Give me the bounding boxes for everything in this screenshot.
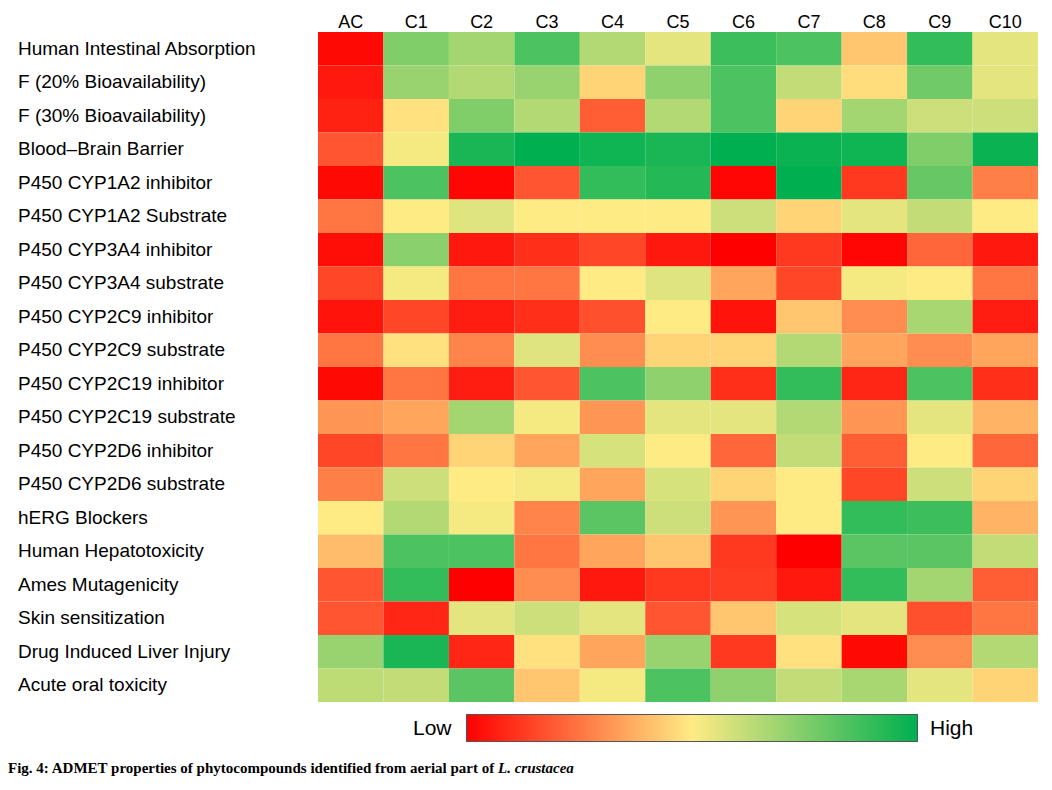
svg-text:Skin sensitization: Skin sensitization	[18, 607, 165, 628]
svg-text:P450 CYP2C19 substrate: P450 CYP2C19 substrate	[18, 406, 236, 427]
html-text:High: High	[930, 716, 974, 739]
svg-text:Ames Mutagenicity: Ames Mutagenicity	[18, 574, 179, 595]
svg-text:C2: C2	[470, 12, 493, 32]
svg-text:C10: C10	[989, 12, 1022, 32]
svg-text:C3: C3	[536, 12, 559, 32]
svg-text:Human Hepatotoxicity: Human Hepatotoxicity	[18, 540, 204, 561]
svg-text:P450 CYP2C9 substrate: P450 CYP2C9 substrate	[18, 339, 225, 360]
svg-text:C6: C6	[732, 12, 755, 32]
svg-text:C1: C1	[405, 12, 428, 32]
svg-text:C8: C8	[863, 12, 886, 32]
svg-text:P450 CYP3A4 inhibitor: P450 CYP3A4 inhibitor	[18, 239, 213, 260]
svg-text:Human Intestinal Absorption: Human Intestinal Absorption	[18, 38, 256, 59]
svg-text:P450 CYP1A2 Substrate: P450 CYP1A2 Substrate	[18, 205, 227, 226]
svg-text:C7: C7	[797, 12, 820, 32]
svg-text:P450 CYP2D6 inhibitor: P450 CYP2D6 inhibitor	[18, 440, 214, 461]
svg-text:hERG Blockers: hERG Blockers	[18, 507, 148, 528]
svg-text:AC: AC	[338, 12, 363, 32]
svg-text:Acute oral toxicity: Acute oral toxicity	[18, 674, 167, 695]
svg-text:C4: C4	[601, 12, 624, 32]
svg-text:P450 CYP2D6 substrate: P450 CYP2D6 substrate	[18, 473, 225, 494]
svg-text:P450 CYP1A2 inhibitor: P450 CYP1A2 inhibitor	[18, 172, 213, 193]
svg-text:F (30% Bioavailability): F (30% Bioavailability)	[18, 105, 206, 126]
svg-text:C5: C5	[666, 12, 689, 32]
svg-text:Blood–Brain Barrier: Blood–Brain Barrier	[18, 138, 184, 159]
svg-text:F (20% Bioavailability): F (20% Bioavailability)	[18, 71, 206, 92]
svg-text:P450 CYP2C9 inhibitor: P450 CYP2C9 inhibitor	[18, 306, 214, 327]
svg-text:P450 CYP3A4 substrate: P450 CYP3A4 substrate	[18, 272, 224, 293]
svg-text:Drug Induced Liver Injury: Drug Induced Liver Injury	[18, 641, 231, 662]
html-text:Low: Low	[413, 716, 452, 739]
svg-text:P450 CYP2C19 inhibitor: P450 CYP2C19 inhibitor	[18, 373, 225, 394]
html-text:Fig. 4: ADMET properties of ph: Fig. 4: ADMET properties of phytocompoun…	[8, 760, 574, 776]
svg-text:C9: C9	[928, 12, 951, 32]
